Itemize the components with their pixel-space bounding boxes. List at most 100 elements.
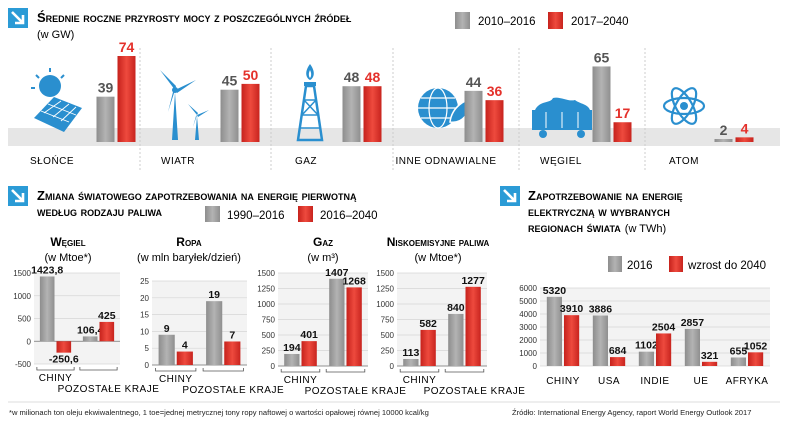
capacity-value-gaz-red: 48	[365, 69, 381, 85]
lowemission-tick-label: 1250	[376, 285, 394, 294]
oil-title: Ropa	[176, 235, 202, 249]
section-electricity: Zapotrzebowanie na energię elektryczną w…	[500, 186, 770, 387]
electricity-category-indie: INDIE	[640, 376, 669, 387]
electricity-tick-label: 5000	[519, 297, 537, 306]
oil-bar-0-red	[176, 351, 193, 365]
capacity-category-atom: ATOM	[669, 156, 699, 167]
gas-tick-label: 0	[271, 362, 276, 371]
capacity-bar-inne-odnawialne-gray	[464, 90, 483, 142]
capacity-bar-wiatr-gray	[220, 89, 239, 142]
gas-group-bracket	[325, 369, 366, 373]
legend-label-2016: 2016	[627, 260, 653, 272]
capacity-title: Średnie roczne przyrosty mocy z poszczeg…	[37, 10, 352, 25]
capacity-bar-gaz-gray	[342, 86, 361, 142]
coal-group-label-1: POZOSTAŁE KRAJE	[58, 384, 160, 395]
lowemission-tick-label: 1500	[376, 269, 394, 278]
electricity-value-chiny-gray: 5320	[543, 285, 567, 297]
coal-tick-label: -500	[15, 360, 32, 369]
gas-value-0-gray: 194	[283, 342, 301, 354]
capacity-bar-inne-odnawialne-red	[485, 100, 504, 142]
coal-value-1-gray: 106,4	[77, 324, 103, 336]
coal-bar-1-red	[99, 321, 115, 342]
primary-energy-legend: 1990–2016 2016–2040	[205, 206, 378, 222]
gas-tick-label: 750	[262, 316, 276, 325]
electricity-bar-chiny-gray	[546, 296, 562, 366]
lowemission-bar-1-red	[465, 286, 481, 366]
capacity-bar-atom-red	[735, 137, 754, 142]
oil-tick-label: 10	[140, 327, 149, 336]
oil-group-label-0: CHINY	[159, 374, 193, 385]
coal-value-0-gray: 1423,8	[31, 264, 63, 276]
lowemission-tick-label: 750	[381, 316, 395, 325]
oil-group-bracket	[155, 368, 197, 372]
coal-tick-label: 0	[27, 337, 32, 346]
atom-icon	[662, 87, 706, 125]
oil-tick-label: 5	[145, 344, 150, 353]
legend-label-2010-2016: 2010–2016	[478, 16, 536, 28]
gas-derrick-icon	[296, 64, 324, 142]
arrow-icon	[500, 186, 520, 206]
capacity-bar-słońce-gray	[96, 96, 115, 142]
gas-value-1-gray: 1407	[325, 267, 349, 279]
electricity-tick-label: 0	[533, 362, 538, 371]
chart-oil: Ropa (w mln baryłek/dzień) 0 5 10 15 20 25 94 CHI…	[137, 235, 284, 396]
coal-tick-label: 500	[18, 315, 32, 324]
oil-value-0-red: 4	[182, 340, 188, 352]
electricity-bar-chiny-red	[564, 315, 580, 366]
gas-tick-label: 1500	[257, 269, 275, 278]
oil-tick-label: 0	[145, 361, 150, 370]
electricity-value-afryka-gray: 655	[730, 345, 748, 357]
gas-group-bracket	[280, 369, 321, 373]
electricity-tick-label: 4000	[519, 310, 537, 319]
electricity-bar-afryka-gray	[730, 357, 746, 366]
electricity-legend: 2016 wzrost do 2040	[608, 256, 766, 272]
capacity-bars: 39 74 45 50 48 48 44 36 65 17 2 4	[96, 39, 754, 142]
coal-group-label-0: CHINY	[39, 373, 73, 384]
capacity-category-labels: SŁOŃCE WIATR GAZ INNE ODNAWIALNE WĘGIEL ATOM	[30, 154, 699, 167]
capacity-value-inne-odnawialne-gray: 44	[466, 74, 482, 90]
gas-tick-label: 1250	[257, 285, 275, 294]
oil-group-label-1: POZOSTAŁE KRAJE	[182, 385, 284, 396]
capacity-bar-atom-gray	[714, 139, 733, 142]
electricity-tick-label: 3000	[519, 323, 537, 332]
capacity-value-atom-gray: 2	[720, 122, 728, 138]
lowemission-group-bracket	[444, 369, 485, 373]
lowemission-group-label-0: CHINY	[403, 375, 437, 386]
coal-wagon-icon	[532, 97, 592, 138]
electricity-title-unit: (w TWh)	[625, 223, 666, 235]
lowemission-unit: (w Mtoe*)	[414, 252, 461, 264]
electricity-bar-afryka-red	[748, 352, 764, 366]
gas-unit: (w m³)	[307, 252, 338, 264]
oil-value-1-gray: 19	[208, 289, 220, 301]
oil-tick-label: 20	[140, 294, 149, 303]
legend-swatch-red	[298, 206, 313, 222]
capacity-category-wiatr: WIATR	[161, 156, 195, 167]
arrow-icon	[8, 8, 28, 28]
coal-bar-0-gray	[39, 276, 55, 342]
coal-tick-label: 1500	[13, 269, 31, 278]
capacity-category-gaz: GAZ	[295, 156, 317, 167]
electricity-bar-indie-gray	[638, 351, 654, 366]
primary-energy-title-line2: według rodzaju paliwa	[37, 204, 163, 219]
capacity-bar-węgiel-gray	[592, 66, 611, 142]
electricity-bar-usa-red	[610, 357, 626, 366]
gas-bar-1-red	[346, 287, 362, 366]
electricity-title-region: regionach świata	[528, 220, 621, 235]
gas-group-label-1: POZOSTAŁE KRAJE	[305, 386, 407, 397]
capacity-bar-wiatr-red	[241, 83, 260, 142]
coal-group-bracket	[36, 367, 75, 371]
electricity-bar-usa-gray	[592, 315, 608, 366]
capacity-category-węgiel: WĘGIEL	[540, 156, 582, 167]
legend-swatch-red	[669, 256, 683, 272]
capacity-subtitle: (w GW)	[37, 29, 74, 41]
legend-label-2016-2040: 2016–2040	[320, 210, 378, 222]
wind-turbine-icon	[160, 70, 209, 140]
gas-value-1-red: 1268	[342, 275, 366, 287]
lowemission-tick-label: 0	[390, 362, 395, 371]
lowemission-value-1-gray: 840	[447, 302, 465, 314]
oil-value-0-gray: 9	[164, 323, 170, 335]
electricity-tick-label: 1000	[519, 349, 537, 358]
coal-title: Węgiel	[50, 235, 85, 249]
electricity-category-afryka: AFRYKA	[726, 376, 769, 387]
